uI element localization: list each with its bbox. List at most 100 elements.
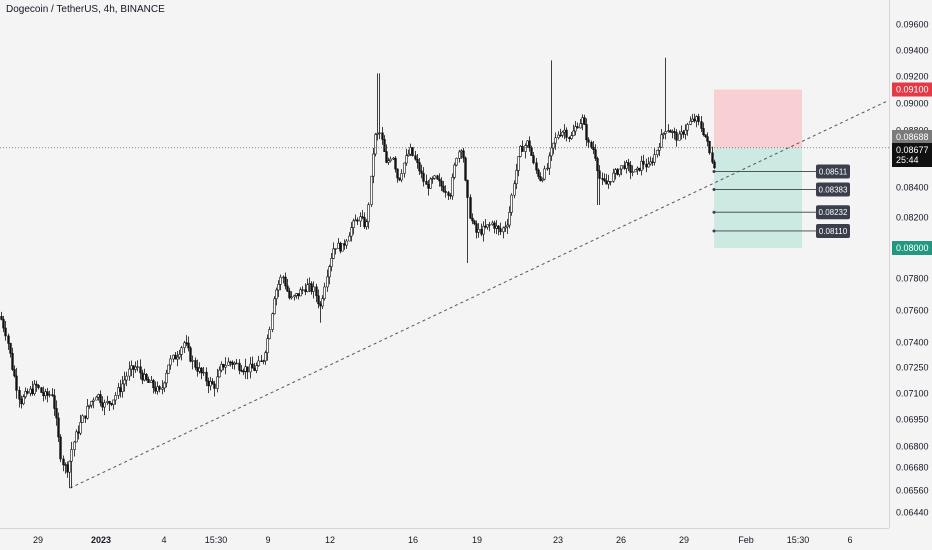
candle-up xyxy=(64,464,67,466)
price-tick-label: 0.06800 xyxy=(896,442,929,452)
candle-down xyxy=(449,195,452,197)
candle-up xyxy=(255,365,258,371)
time-tick-label: 12 xyxy=(325,535,335,545)
candle-up xyxy=(70,449,73,462)
candle-up xyxy=(117,387,120,396)
candle-down xyxy=(187,342,190,349)
candle-up xyxy=(167,364,170,374)
candle-down xyxy=(119,387,122,393)
candle-down xyxy=(499,228,502,233)
candle-down xyxy=(442,185,445,192)
trendline-layer xyxy=(69,101,887,489)
candle-down xyxy=(356,219,359,222)
candle-down xyxy=(528,140,531,148)
candle-down xyxy=(108,401,111,404)
candle-up xyxy=(640,160,643,171)
candle-up xyxy=(180,347,183,355)
candle-down xyxy=(466,179,469,198)
candle-down xyxy=(383,139,386,152)
candle-up xyxy=(282,276,285,279)
candle-down xyxy=(0,316,3,320)
candle-up xyxy=(332,248,335,259)
candle-up xyxy=(431,177,434,180)
candle-up xyxy=(429,178,432,189)
candle-down xyxy=(587,139,590,143)
time-tick-label: 15:30 xyxy=(787,535,810,545)
time-axis[interactable]: 29 2023 4 15:30 9 12 16 19 23 26 29 Feb 15:30 6 xyxy=(33,535,853,545)
candle-down xyxy=(20,398,23,405)
take-profit-label-box[interactable] xyxy=(816,182,850,197)
candle-up xyxy=(163,382,166,389)
candle-up xyxy=(257,360,260,366)
candle-down xyxy=(598,170,601,179)
candle-up xyxy=(136,366,139,368)
candle-down xyxy=(213,383,216,389)
candle-down xyxy=(535,162,538,171)
candle-up xyxy=(515,170,518,185)
take-profit-dot xyxy=(712,188,716,192)
candle-down xyxy=(185,342,188,344)
take-profit-label-box[interactable] xyxy=(816,205,850,220)
take-profit-label: 0.08511 xyxy=(819,167,848,176)
candle-down xyxy=(682,131,685,135)
candle-down xyxy=(2,319,5,329)
candle-up xyxy=(405,155,408,164)
candle-up xyxy=(134,366,137,370)
stop-loss-zone xyxy=(714,89,802,148)
candle-down xyxy=(590,142,593,148)
candle-countdown: 25:44 xyxy=(896,155,919,165)
candle-down xyxy=(26,391,29,394)
candle-up xyxy=(330,258,333,267)
take-profit-layer: 0.08511 0.08383 0.08232 0.08110 xyxy=(712,164,850,238)
time-tick-label: 16 xyxy=(408,535,418,545)
candle-up xyxy=(455,158,458,166)
candle-up xyxy=(264,352,267,362)
time-tick-label: 29 xyxy=(33,535,43,545)
candle-up xyxy=(279,276,282,285)
candle-up xyxy=(526,140,529,146)
candle-up xyxy=(689,120,692,125)
stop-price-value: 0.09100 xyxy=(896,85,929,95)
candle-down xyxy=(304,289,307,292)
candle-down xyxy=(462,150,465,159)
candle-up xyxy=(75,431,78,443)
candle-up xyxy=(614,169,617,174)
candle-up xyxy=(653,154,656,163)
candle-down xyxy=(484,225,487,228)
candle-down xyxy=(629,164,632,173)
candle-down xyxy=(9,343,12,354)
candle-down xyxy=(414,155,417,160)
current-price-badge xyxy=(892,143,932,167)
candle-up xyxy=(656,149,659,155)
candle-up xyxy=(563,129,566,133)
candle-up xyxy=(607,181,610,185)
stop-price-badge xyxy=(892,82,932,97)
price-tick-label: 0.09000 xyxy=(896,99,929,109)
candle-down xyxy=(638,167,641,171)
chart-title: Dogecoin / TetherUS, 4h, BINANCE xyxy=(6,4,165,15)
candle-up xyxy=(508,212,511,226)
candle-down xyxy=(317,295,320,305)
candle-down xyxy=(31,388,34,395)
time-tick-label: 2023 xyxy=(91,535,111,545)
candle-up xyxy=(389,158,392,162)
candle-down xyxy=(189,347,192,362)
candle-up xyxy=(548,155,551,169)
time-tick-label: 9 xyxy=(265,535,270,545)
take-profit-label-box[interactable] xyxy=(816,164,850,179)
take-profit-label-box[interactable] xyxy=(816,223,850,238)
candle-up xyxy=(612,172,615,182)
price-tick-label: 0.07100 xyxy=(896,389,929,399)
candle-down xyxy=(493,222,496,229)
candle-down xyxy=(576,126,579,129)
candle-up xyxy=(352,220,355,228)
candle-up xyxy=(504,226,507,229)
time-tick-label: 23 xyxy=(553,535,563,545)
candle-up xyxy=(183,342,186,349)
support-trendline[interactable] xyxy=(69,101,887,489)
candle-down xyxy=(596,158,599,172)
candle-up xyxy=(667,130,670,132)
candle-up xyxy=(233,362,236,365)
candle-down xyxy=(585,124,588,141)
